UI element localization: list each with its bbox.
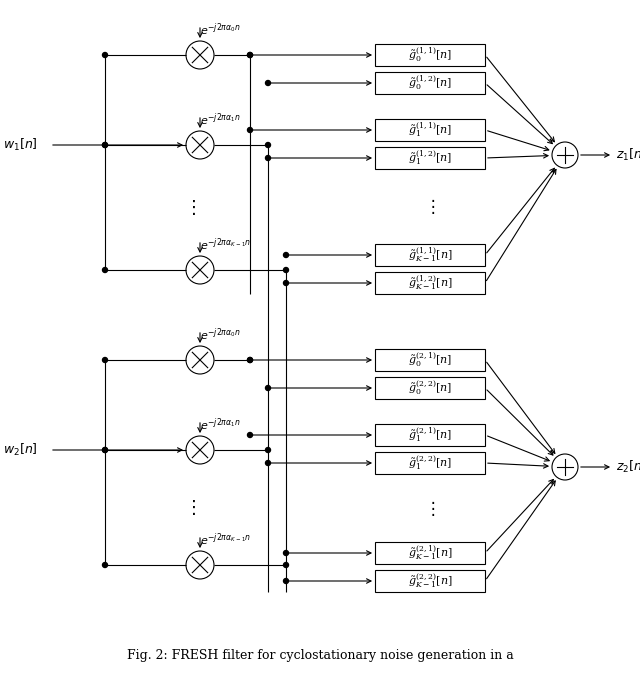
- Text: $\tilde{g}_{K-1}^{(1,1)}[n]$: $\tilde{g}_{K-1}^{(1,1)}[n]$: [408, 246, 452, 264]
- Bar: [375, 244, 485, 266]
- Circle shape: [102, 268, 108, 272]
- Text: $\tilde{g}_1^{(2,1)}[n]$: $\tilde{g}_1^{(2,1)}[n]$: [408, 426, 452, 444]
- Circle shape: [248, 52, 253, 58]
- Text: $\tilde{g}_1^{(1,1)}[n]$: $\tilde{g}_1^{(1,1)}[n]$: [408, 121, 452, 139]
- Bar: [375, 119, 485, 141]
- Text: $\vdots$: $\vdots$: [184, 498, 196, 517]
- Text: $\tilde{g}_{K-1}^{(2,1)}[n]$: $\tilde{g}_{K-1}^{(2,1)}[n]$: [408, 544, 452, 562]
- Bar: [375, 349, 485, 371]
- Bar: [375, 44, 485, 66]
- Text: $\tilde{g}_{K-1}^{(2,2)}[n]$: $\tilde{g}_{K-1}^{(2,2)}[n]$: [408, 572, 452, 590]
- Circle shape: [266, 143, 271, 147]
- Circle shape: [102, 447, 108, 452]
- Circle shape: [266, 460, 271, 466]
- Bar: [375, 452, 485, 474]
- Text: $\vdots$: $\vdots$: [424, 498, 436, 517]
- Text: $\tilde{g}_1^{(2,2)}[n]$: $\tilde{g}_1^{(2,2)}[n]$: [408, 454, 452, 473]
- Circle shape: [102, 143, 108, 147]
- Circle shape: [102, 143, 108, 147]
- Text: $\tilde{g}_0^{(1,1)}[n]$: $\tilde{g}_0^{(1,1)}[n]$: [408, 45, 452, 65]
- Circle shape: [284, 579, 289, 583]
- Bar: [375, 72, 485, 94]
- Bar: [375, 272, 485, 294]
- Circle shape: [248, 128, 253, 132]
- Circle shape: [284, 280, 289, 285]
- Text: $\tilde{g}_0^{(2,1)}[n]$: $\tilde{g}_0^{(2,1)}[n]$: [408, 350, 452, 369]
- Circle shape: [284, 551, 289, 555]
- Text: $e^{-j2\pi\alpha_0 n}$: $e^{-j2\pi\alpha_0 n}$: [200, 22, 241, 38]
- Bar: [375, 147, 485, 169]
- Text: $\tilde{g}_1^{(1,2)}[n]$: $\tilde{g}_1^{(1,2)}[n]$: [408, 149, 452, 167]
- Text: $\vdots$: $\vdots$: [424, 197, 436, 216]
- Bar: [375, 570, 485, 592]
- Circle shape: [248, 433, 253, 437]
- Text: $z_2[n]$: $z_2[n]$: [616, 459, 640, 475]
- Text: $e^{-j2\pi\alpha_{K-1} n}$: $e^{-j2\pi\alpha_{K-1} n}$: [200, 236, 251, 253]
- Text: $\tilde{g}_{K-1}^{(1,2)}[n]$: $\tilde{g}_{K-1}^{(1,2)}[n]$: [408, 274, 452, 293]
- Bar: [375, 424, 485, 446]
- Circle shape: [266, 447, 271, 452]
- Bar: [375, 542, 485, 564]
- Text: $z_1[n]$: $z_1[n]$: [616, 147, 640, 163]
- Circle shape: [284, 253, 289, 257]
- Circle shape: [102, 52, 108, 58]
- Text: $e^{-j2\pi\alpha_0 n}$: $e^{-j2\pi\alpha_0 n}$: [200, 327, 241, 343]
- Text: Fig. 2: FRESH filter for cyclostationary noise generation in a: Fig. 2: FRESH filter for cyclostationary…: [127, 648, 513, 661]
- Circle shape: [284, 268, 289, 272]
- Circle shape: [102, 358, 108, 363]
- Text: $e^{-j2\pi\alpha_1 n}$: $e^{-j2\pi\alpha_1 n}$: [200, 111, 241, 128]
- Circle shape: [102, 447, 108, 452]
- Circle shape: [284, 562, 289, 568]
- Text: $w_1[n]$: $w_1[n]$: [3, 137, 38, 153]
- Circle shape: [266, 81, 271, 86]
- Text: $w_2[n]$: $w_2[n]$: [3, 442, 38, 458]
- Text: $\tilde{g}_0^{(1,2)}[n]$: $\tilde{g}_0^{(1,2)}[n]$: [408, 73, 452, 92]
- Text: $e^{-j2\pi\alpha_{K-1} n}$: $e^{-j2\pi\alpha_{K-1} n}$: [200, 532, 251, 548]
- Text: $e^{-j2\pi\alpha_1 n}$: $e^{-j2\pi\alpha_1 n}$: [200, 416, 241, 433]
- Circle shape: [248, 358, 253, 363]
- Circle shape: [266, 386, 271, 390]
- Circle shape: [266, 155, 271, 160]
- Text: $\tilde{g}_0^{(2,2)}[n]$: $\tilde{g}_0^{(2,2)}[n]$: [408, 379, 452, 397]
- Bar: [375, 377, 485, 399]
- Text: $\vdots$: $\vdots$: [184, 198, 196, 217]
- Circle shape: [248, 52, 253, 58]
- Circle shape: [248, 358, 253, 363]
- Circle shape: [102, 562, 108, 568]
